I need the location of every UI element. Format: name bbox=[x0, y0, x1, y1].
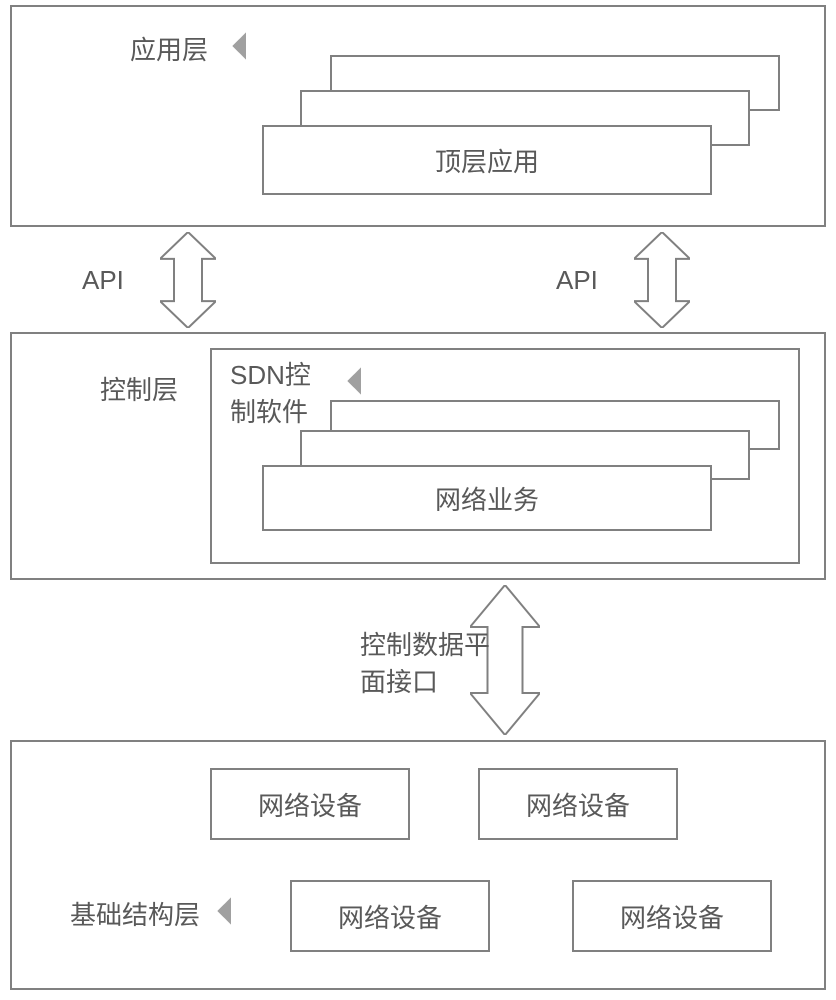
infra-layer-label: 基础结构层 bbox=[70, 895, 200, 932]
device-box-1: 网络设备 bbox=[478, 768, 678, 840]
app-stack-front: 顶层应用 bbox=[262, 125, 712, 195]
api-right-arrow-icon bbox=[634, 232, 690, 328]
device-box-2: 网络设备 bbox=[290, 880, 490, 952]
infra-layer bbox=[10, 740, 826, 990]
control-layer-label: 控制层 bbox=[100, 370, 178, 407]
device-label: 网络设备 bbox=[338, 898, 442, 935]
device-box-0: 网络设备 bbox=[210, 768, 410, 840]
device-label: 网络设备 bbox=[526, 786, 630, 823]
api-left-arrow-icon bbox=[160, 232, 216, 328]
ctrl-stack-front: 网络业务 bbox=[262, 465, 712, 531]
device-label: 网络设备 bbox=[620, 898, 724, 935]
device-box-3: 网络设备 bbox=[572, 880, 772, 952]
app-stack-label: 顶层应用 bbox=[435, 142, 539, 179]
ctrl-stack-label: 网络业务 bbox=[435, 480, 539, 517]
api-right-label: API bbox=[556, 265, 598, 296]
sdn-control-software-label: SDN控制软件 bbox=[230, 355, 330, 429]
app-layer-label: 应用层 bbox=[130, 30, 208, 67]
api-left-label: API bbox=[82, 265, 124, 296]
device-label: 网络设备 bbox=[258, 786, 362, 823]
cdpi-label: 控制数据平面接口 bbox=[360, 625, 500, 699]
